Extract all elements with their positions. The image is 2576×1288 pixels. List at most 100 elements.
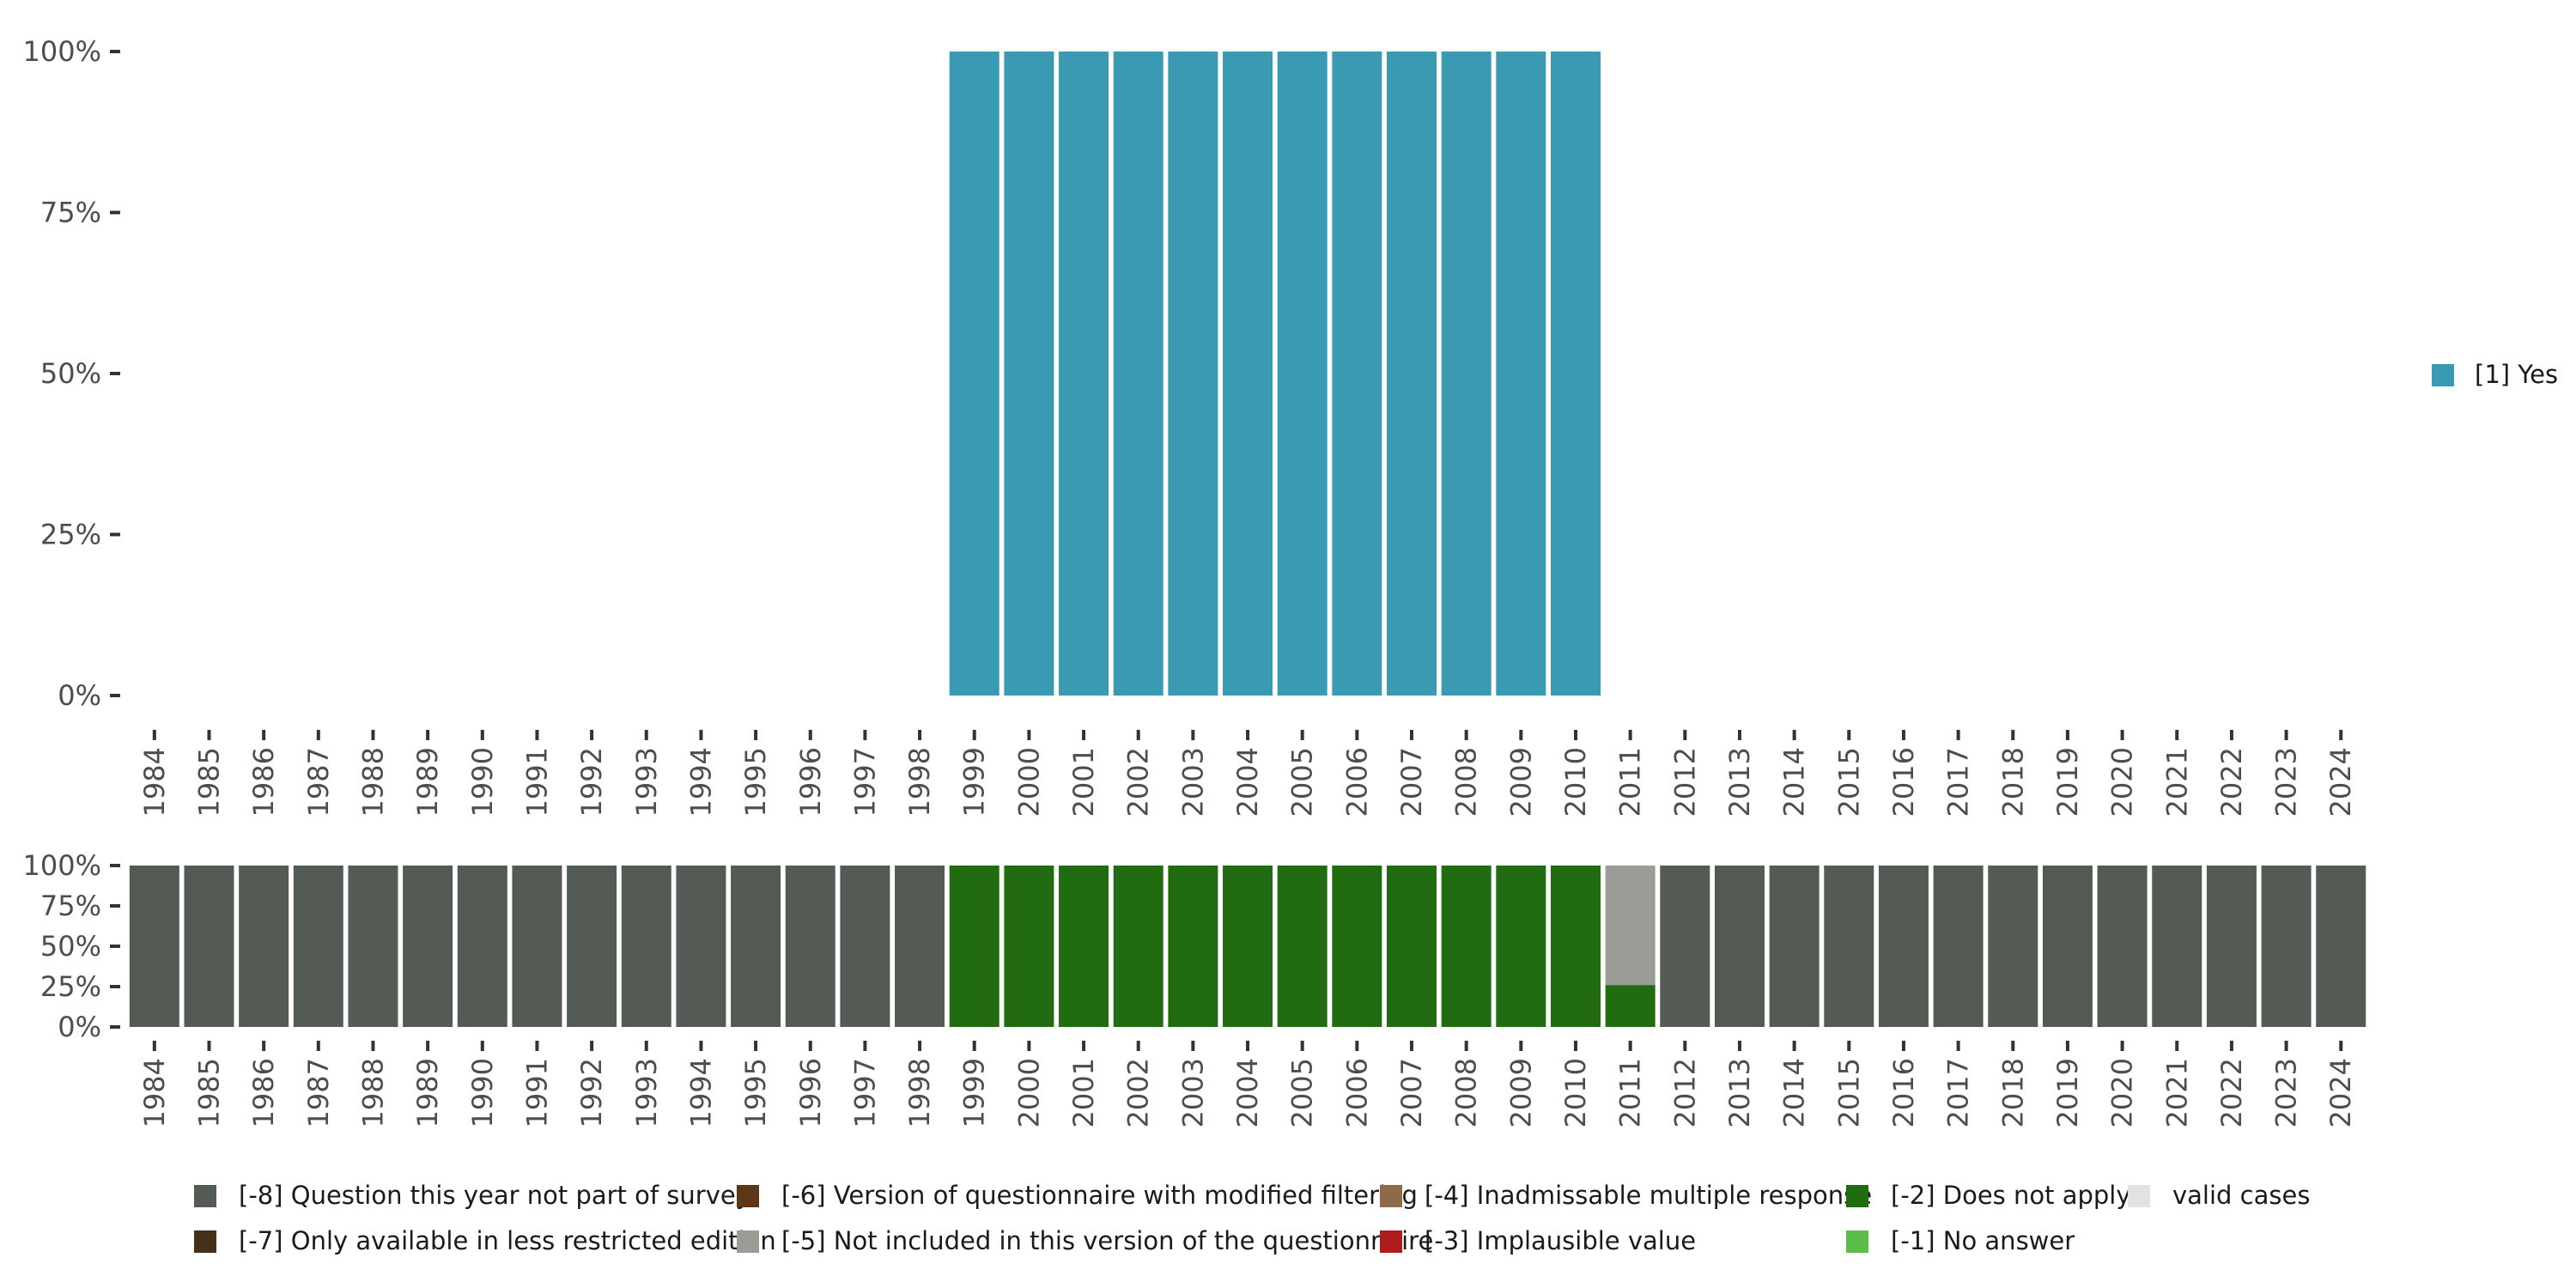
- top-bar-2002: [1113, 52, 1163, 696]
- bottom-bar-2019: [2042, 866, 2093, 1027]
- bottom-x-tick-label: 2005: [1286, 1058, 1319, 1127]
- top-y-tick-label: 25%: [40, 519, 101, 551]
- bottom-legend-swatch: [194, 1230, 216, 1253]
- bottom-legend-swatch: [1380, 1230, 1402, 1253]
- top-x-tick-label: 1994: [684, 747, 717, 817]
- bottom-bar-1984: [129, 866, 179, 1027]
- bottom-x-tick-label: 1995: [739, 1058, 772, 1127]
- top-y-tick-label: 75%: [40, 197, 101, 229]
- bottom-x-tick-label: 2009: [1504, 1058, 1537, 1127]
- top-bar-2009: [1496, 52, 1546, 696]
- top-bar-2005: [1277, 52, 1327, 696]
- bottom-legend-swatch: [1380, 1185, 1402, 1207]
- bottom-x-tick-label: 2001: [1067, 1058, 1100, 1127]
- bottom-legend: [-8] Question this year not part of surv…: [194, 1181, 2310, 1255]
- top-x-tick-label: 2016: [1887, 747, 1920, 817]
- bottom-bar-2015: [1824, 866, 1874, 1027]
- bottom-bar-1989: [403, 866, 453, 1027]
- top-x-tick-label: 2017: [1942, 747, 1975, 817]
- bottom-bar-2002: [1113, 866, 1163, 1027]
- bottom-bar-2010: [1550, 866, 1601, 1027]
- top-x-tick-label: 2006: [1340, 747, 1373, 817]
- bottom-bar-1994: [676, 866, 726, 1027]
- bottom-x-tick-label: 1988: [356, 1058, 389, 1127]
- bottom-bar-1986: [239, 866, 289, 1027]
- bottom-x-tick-label: 1998: [903, 1058, 936, 1127]
- bottom-x-tick-label: 1989: [411, 1058, 444, 1127]
- bottom-x-tick-label: 1999: [958, 1058, 991, 1127]
- top-x-tick-label: 2000: [1012, 747, 1045, 817]
- bottom-x-tick-label: 1991: [520, 1058, 553, 1127]
- bottom-bar-1990: [457, 866, 507, 1027]
- top-x-tick-label: 2012: [1668, 747, 1701, 817]
- top-bar-2001: [1059, 52, 1109, 696]
- bottom-bar-2020: [2097, 866, 2148, 1027]
- bottom-bar-2000: [1004, 866, 1054, 1027]
- top-bar-1999: [949, 52, 999, 696]
- top-bar-2000: [1004, 52, 1054, 696]
- top-x-tick-label: 2022: [2215, 747, 2248, 817]
- bottom-x-tick-label: 1984: [138, 1058, 171, 1127]
- bottom-bar-2022: [2206, 866, 2257, 1027]
- bottom-bar-2005: [1277, 866, 1327, 1027]
- bottom-x-tick-label: 2007: [1395, 1058, 1428, 1127]
- bottom-legend-label: [-8] Question this year not part of surv…: [239, 1181, 750, 1210]
- top-x-tick-label: 1997: [848, 747, 881, 817]
- bottom-bar-1992: [567, 866, 617, 1027]
- bottom-bar-1987: [293, 866, 343, 1027]
- top-y-tick-label: 100%: [23, 35, 101, 68]
- bottom-bar-2014: [1769, 866, 1820, 1027]
- bottom-bar-2008: [1441, 866, 1492, 1027]
- bottom-bar-1993: [621, 866, 671, 1027]
- bottom-legend-swatch: [737, 1185, 759, 1207]
- bottom-x-tick-label: 1990: [466, 1058, 499, 1127]
- bottom-x-tick-label: 2002: [1122, 1058, 1155, 1127]
- bottom-x-tick-label: 2000: [1012, 1058, 1045, 1127]
- bottom-legend-label: [-6] Version of questionnaire with modif…: [781, 1181, 1418, 1210]
- bottom-bar-1988: [348, 866, 398, 1027]
- bottom-bar-2024: [2316, 866, 2366, 1027]
- top-x-tick-label: 1998: [903, 747, 936, 817]
- bottom-bar-2023: [2261, 866, 2312, 1027]
- bottom-legend-label: [-4] Inadmissable multiple response: [1425, 1181, 1872, 1210]
- bottom-bar-2016: [1878, 866, 1929, 1027]
- top-x-tick-label: 2008: [1450, 747, 1483, 817]
- top-x-tick-label: 2004: [1231, 747, 1264, 817]
- top-y-tick-label: 50%: [40, 357, 101, 390]
- top-x-tick-label: 2009: [1504, 747, 1537, 817]
- bottom-legend-label: valid cases: [2172, 1181, 2310, 1210]
- top-x-tick-label: 2023: [2270, 747, 2303, 817]
- top-x-tick-label: 2002: [1122, 747, 1155, 817]
- bottom-legend-swatch: [1846, 1185, 1868, 1207]
- top-x-tick-label: 1993: [630, 747, 663, 817]
- bottom-x-tick-label: 1997: [848, 1058, 881, 1127]
- bottom-x-tick-label: 2004: [1231, 1058, 1264, 1127]
- top-x-tick-label: 2019: [2051, 747, 2084, 817]
- bottom-legend-label: [-2] Does not apply: [1891, 1181, 2131, 1210]
- bottom-x-tick-label: 1987: [302, 1058, 335, 1127]
- top-bar-2007: [1387, 52, 1437, 696]
- bottom-bar-2003: [1168, 866, 1218, 1027]
- bottom-x-tick-label: 2016: [1887, 1058, 1920, 1127]
- bottom-chart: 0% 25% 50% 75% 100% 1984 1985 1986 1987 1988 1989 1…: [23, 849, 2366, 1127]
- bottom-legend-label: [-1] No answer: [1891, 1226, 2075, 1255]
- bottom-x-tick-label: 2003: [1176, 1058, 1209, 1127]
- bottom-x-tick-label: 2010: [1559, 1058, 1592, 1127]
- bottom-x-tick-label: 2008: [1450, 1058, 1483, 1127]
- top-x-tick-label: 2005: [1286, 747, 1319, 817]
- top-legend-swatch: [2432, 364, 2454, 386]
- bottom-bar-2013: [1714, 866, 1765, 1027]
- top-x-tick-label: 1986: [247, 747, 280, 817]
- bottom-x-tick-label: 2021: [2160, 1058, 2193, 1127]
- top-chart: 0% 25% 50% 75% 100% 1984 1985 1986 1987 1988 1989 1…: [23, 35, 2358, 817]
- top-x-tick-label: 1990: [466, 747, 499, 817]
- bottom-bar-1998: [895, 866, 945, 1027]
- top-x-tick-label: 1988: [356, 747, 389, 817]
- bottom-x-tick-label: 2022: [2215, 1058, 2248, 1127]
- top-x-tick-label: 2011: [1614, 747, 1647, 817]
- top-x-tick-label: 1989: [411, 747, 444, 817]
- bottom-bar-2018: [1988, 866, 2038, 1027]
- top-x-tick-label: 2021: [2160, 747, 2193, 817]
- bottom-bar-2004: [1223, 866, 1273, 1027]
- bottom-y-tick-label: 50%: [40, 930, 101, 963]
